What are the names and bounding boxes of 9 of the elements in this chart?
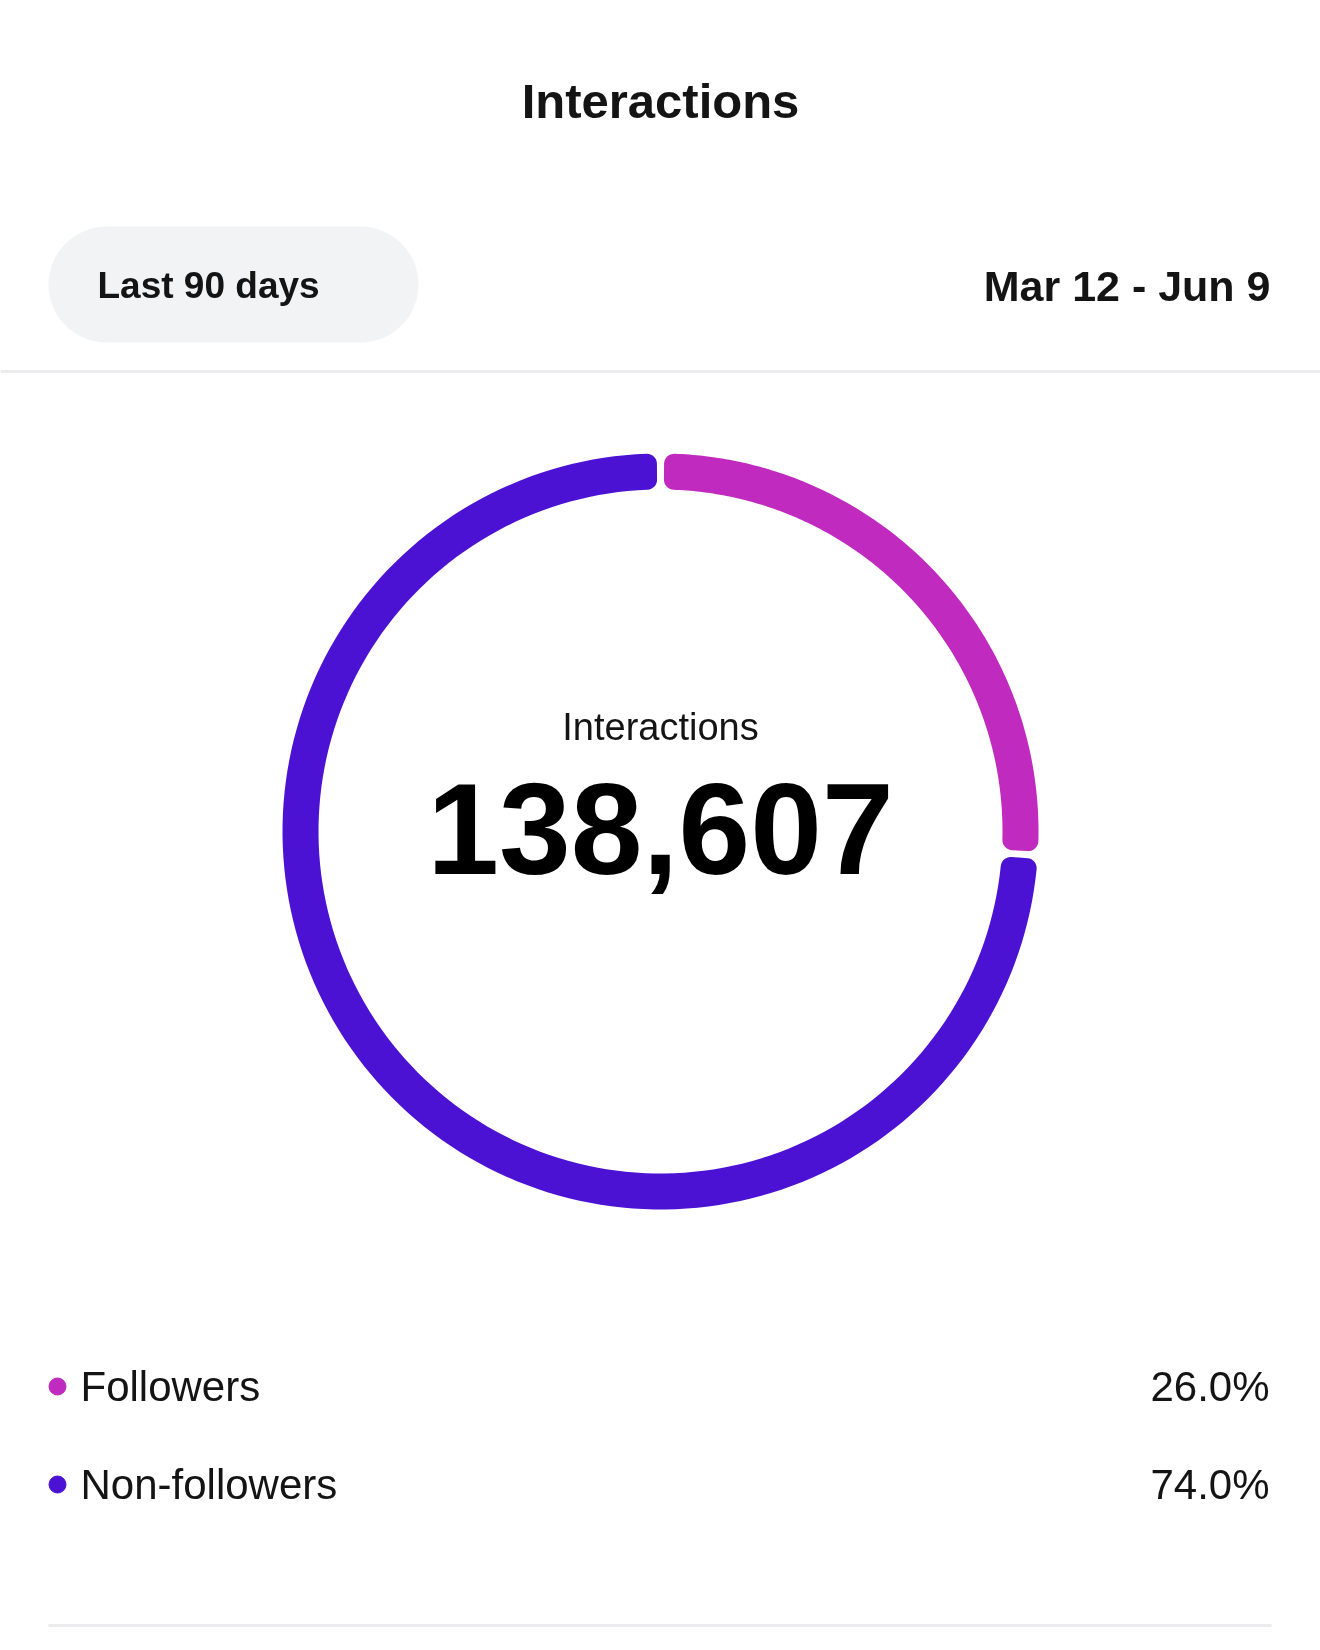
data-label: 26.0% [1150, 1363, 1270, 1410]
text: 138,607 [427, 756, 894, 901]
legend-label: Followers [80, 1363, 261, 1410]
chart-title: Interactions [521, 73, 800, 128]
data-label: 74.0% [1150, 1461, 1270, 1508]
chart-subtitle: Mar 12 - Jun 9 [983, 261, 1271, 310]
text: Last 90 days [97, 265, 320, 306]
legend-label: Non-followers [80, 1461, 338, 1508]
text: Interactions [562, 705, 759, 748]
